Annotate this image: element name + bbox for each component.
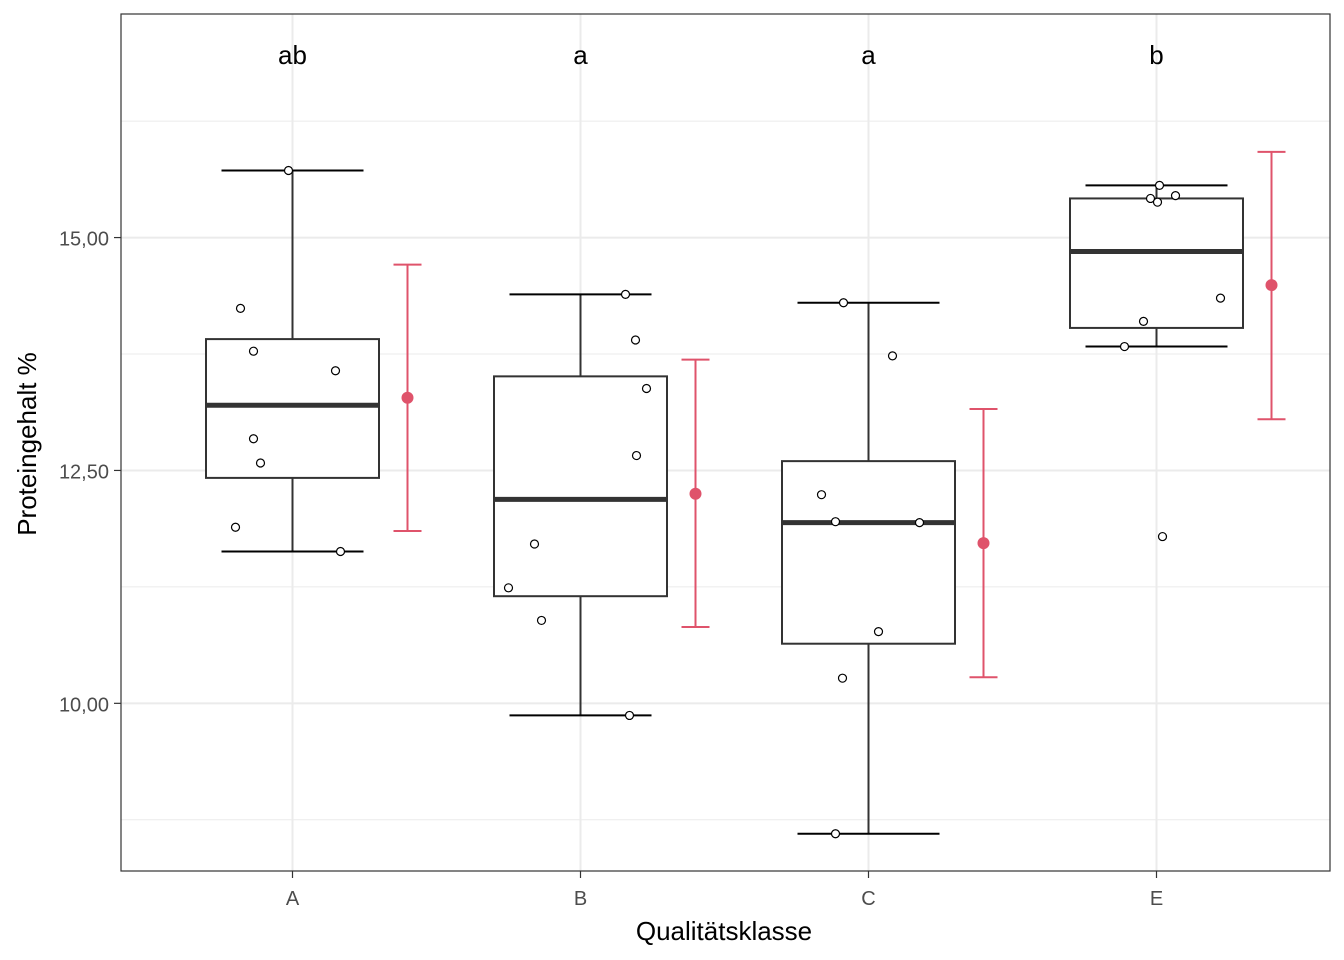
data-point [283,165,294,176]
data-points [230,165,1226,839]
data-point [620,289,631,299]
data-point [1215,293,1226,303]
group-letter: a [861,40,876,70]
x-tick-label: B [574,888,587,910]
group-letter: ab [278,40,307,70]
mean-ci [393,150,1286,679]
data-point [624,710,635,721]
data-point [248,434,259,444]
data-point [1157,531,1168,542]
box-iqr [781,460,956,645]
box-iqr [1069,197,1244,329]
mean-point [401,391,414,404]
box-iqr [493,375,668,598]
data-point [1170,191,1181,201]
data-point [887,351,898,361]
mean-point [977,537,990,550]
group-letter: a [573,40,588,70]
data-point [830,517,841,527]
data-point [536,615,547,626]
y-tick-label: 12,50 [59,461,109,483]
data-point [838,298,849,308]
data-point [230,522,241,532]
x-tick-label: E [1150,888,1163,910]
x-axis-title: Qualitätsklasse [636,916,812,946]
group-letter: b [1149,40,1163,70]
y-axis-title: Proteingehalt % [12,352,42,536]
data-point [1154,180,1165,190]
data-point [529,539,540,549]
data-point [631,450,642,461]
y-tick-label: 10,00 [59,694,109,716]
data-point [816,490,827,500]
data-point [873,626,884,637]
data-point [1138,316,1149,327]
data-point [248,346,259,356]
data-point [1152,197,1163,207]
y-tick-label: 15,00 [59,229,109,251]
x-tick-label: C [861,888,875,910]
data-point [1145,193,1156,204]
data-point [641,383,652,394]
x-tick-label: A [286,888,300,910]
mean-point [1265,279,1278,292]
group-letters: ab a a b [278,40,1164,70]
boxes [205,169,1244,835]
data-point [837,673,848,683]
data-point [235,303,246,313]
panel-border [120,13,1331,872]
data-point [335,546,346,557]
data-point [330,366,341,376]
data-point [1119,341,1130,352]
data-point [630,335,641,345]
box-iqr [205,338,380,479]
mean-point [689,487,702,500]
data-point [914,518,925,528]
data-point [255,458,266,468]
data-point [503,583,514,593]
axes: 10,00 12,50 15,00 A B C E [59,229,1163,910]
data-point [830,829,841,839]
